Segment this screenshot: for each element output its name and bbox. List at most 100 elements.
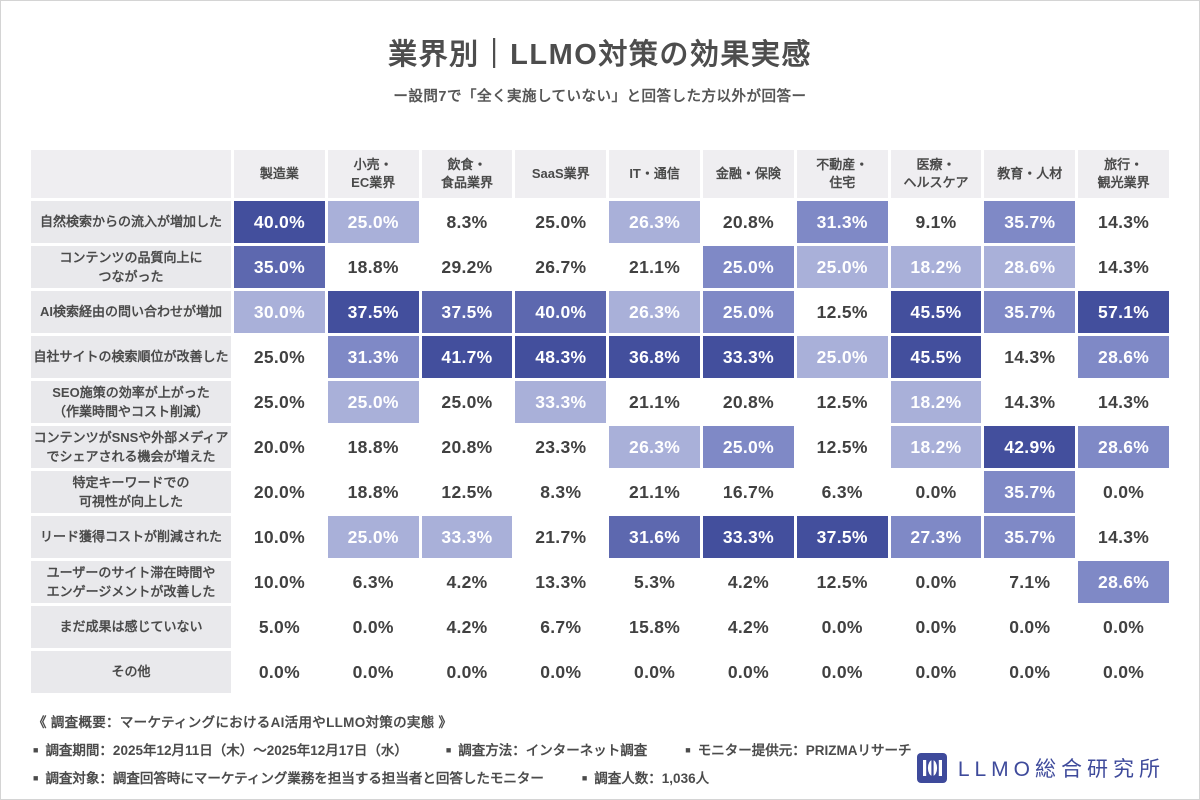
square-bullet-icon: ■ — [33, 773, 39, 783]
heatmap-cell: 14.3% — [984, 336, 1076, 378]
heatmap-cell: 6.3% — [796, 471, 888, 513]
heatmap-cell: 4.2% — [421, 561, 513, 603]
heatmap-cell: 10.0% — [234, 516, 325, 558]
heatmap-cell: 12.5% — [796, 426, 888, 468]
heatmap-cell: 20.8% — [703, 201, 794, 243]
heatmap-cell: 40.0% — [234, 201, 325, 243]
heatmap-cell: 28.6% — [1078, 336, 1169, 378]
column-header: 金融・保険 — [703, 150, 794, 198]
heatmap-cell: 45.5% — [890, 291, 982, 333]
column-header: 不動産・ 住宅 — [796, 150, 888, 198]
heatmap-cell: 28.6% — [984, 246, 1076, 288]
heatmap-cell: 0.0% — [1078, 651, 1169, 693]
heatmap-cell: 18.2% — [890, 246, 982, 288]
heatmap-cell: 7.1% — [984, 561, 1076, 603]
heatmap-cell: 33.3% — [703, 336, 794, 378]
heatmap-cell: 0.0% — [984, 651, 1076, 693]
heatmap-cell: 26.7% — [515, 246, 607, 288]
heatmap-cell: 25.0% — [703, 291, 794, 333]
survey-footer-item: ■ モニター提供元：PRIZMAリサーチ — [685, 739, 911, 759]
llmo-logo: LLMO総合研究所 — [916, 753, 1165, 783]
heatmap-cell: 0.0% — [890, 561, 982, 603]
heatmap-cell: 13.3% — [515, 561, 607, 603]
heatmap-cell: 0.0% — [421, 651, 513, 693]
heatmap-cell: 31.3% — [327, 336, 419, 378]
heatmap-cell: 0.0% — [515, 651, 607, 693]
corner-cell — [31, 150, 231, 198]
heatmap-cell: 45.5% — [890, 336, 982, 378]
heatmap-cell: 10.0% — [234, 561, 325, 603]
heatmap-cell: 0.0% — [890, 651, 982, 693]
heatmap-cell: 8.3% — [421, 201, 513, 243]
heatmap-cell: 25.0% — [234, 381, 325, 423]
row-label: 特定キーワードでの 可視性が向上した — [31, 471, 231, 513]
heatmap-cell: 0.0% — [984, 606, 1076, 648]
survey-footer: 《 調査概要：マーケティングにおけるAI活用やLLMO対策の実態 》 ■ 調査期間… — [33, 711, 1167, 787]
heatmap-cell: 0.0% — [890, 471, 982, 513]
heatmap-cell: 31.6% — [609, 516, 700, 558]
survey-footer-item: ■ 調査期間：2025年12月11日（木）〜2025年12月17日（水） — [33, 739, 408, 759]
heatmap-cell: 37.5% — [421, 291, 513, 333]
survey-overview: 《 調査概要：マーケティングにおけるAI活用やLLMO対策の実態 》 — [33, 715, 453, 730]
heatmap-cell: 4.2% — [703, 561, 794, 603]
heatmap-cell: 14.3% — [1078, 246, 1169, 288]
heatmap-cell: 14.3% — [1078, 201, 1169, 243]
heatmap-cell: 35.7% — [984, 516, 1076, 558]
heatmap-cell: 12.5% — [421, 471, 513, 513]
heatmap-cell: 23.3% — [515, 426, 607, 468]
heatmap-cell: 4.2% — [703, 606, 794, 648]
heatmap-cell: 9.1% — [890, 201, 982, 243]
survey-footer-text: 調査期間：2025年12月11日（木）〜2025年12月17日（水） — [45, 743, 408, 758]
heatmap-cell: 40.0% — [515, 291, 607, 333]
row-label: リード獲得コストが削減された — [31, 516, 231, 558]
heatmap-cell: 21.7% — [515, 516, 607, 558]
heatmap-cell: 25.0% — [515, 201, 607, 243]
heatmap-cell: 21.1% — [609, 381, 700, 423]
column-header: 医療・ ヘルスケア — [890, 150, 982, 198]
heatmap-cell: 30.0% — [234, 291, 325, 333]
heatmap-cell: 26.3% — [609, 426, 700, 468]
column-header: 飲食・ 食品業界 — [421, 150, 513, 198]
heatmap-cell: 12.5% — [796, 291, 888, 333]
heatmap-cell: 35.7% — [984, 201, 1076, 243]
heatmap-cell: 20.0% — [234, 426, 325, 468]
heatmap-cell: 25.0% — [327, 381, 419, 423]
heatmap-cell: 0.0% — [796, 651, 888, 693]
heatmap-cell: 0.0% — [327, 651, 419, 693]
heatmap-cell: 20.8% — [703, 381, 794, 423]
column-header: 製造業 — [234, 150, 325, 198]
column-header: 教育・人材 — [984, 150, 1076, 198]
survey-footer-line-3: ■ 調査対象：調査回答時にマーケティング業務を担当する担当者と回答したモニター ■ 調… — [33, 767, 1167, 787]
heatmap-cell: 20.0% — [234, 471, 325, 513]
heatmap-cell: 12.5% — [796, 381, 888, 423]
heatmap-cell: 25.0% — [421, 381, 513, 423]
heatmap-cell: 26.3% — [609, 291, 700, 333]
heatmap-cell: 18.2% — [890, 426, 982, 468]
heatmap-cell: 25.0% — [703, 246, 794, 288]
survey-footer-text: 調査人数：1,036人 — [594, 771, 710, 786]
heatmap-cell: 33.3% — [515, 381, 607, 423]
survey-footer-text: 調査方法：インターネット調査 — [458, 743, 648, 758]
square-bullet-icon: ■ — [445, 745, 452, 755]
heatmap-cell: 0.0% — [609, 651, 700, 693]
heatmap-cell: 4.2% — [421, 606, 513, 648]
heatmap-cell: 0.0% — [1078, 606, 1169, 648]
heatmap-cell: 57.1% — [1078, 291, 1169, 333]
heatmap-cell: 41.7% — [421, 336, 513, 378]
heatmap-cell: 6.7% — [515, 606, 607, 648]
heatmap-cell: 14.3% — [1078, 516, 1169, 558]
page-subtitle: ー設問7で「全く実施していない」と回答した方以外が回答ー — [393, 89, 807, 105]
row-label: コンテンツがSNSや外部メディア でシェアされる機会が増えた — [31, 426, 231, 468]
heatmap-cell: 25.0% — [234, 336, 325, 378]
heatmap-cell: 42.9% — [984, 426, 1076, 468]
row-label: SEO施策の効率が上がった （作業時間やコスト削減） — [31, 381, 231, 423]
heatmap-cell: 12.5% — [796, 561, 888, 603]
heatmap-cell: 26.3% — [609, 201, 700, 243]
heatmap-cell: 25.0% — [327, 201, 419, 243]
survey-footer-line-2: ■ 調査期間：2025年12月11日（木）〜2025年12月17日（水） ■ 調査方法… — [33, 739, 1167, 759]
square-bullet-icon: ■ — [685, 745, 691, 755]
heatmap-cell: 5.3% — [609, 561, 700, 603]
heatmap-cell: 35.7% — [984, 471, 1076, 513]
heatmap-cell: 18.8% — [327, 246, 419, 288]
